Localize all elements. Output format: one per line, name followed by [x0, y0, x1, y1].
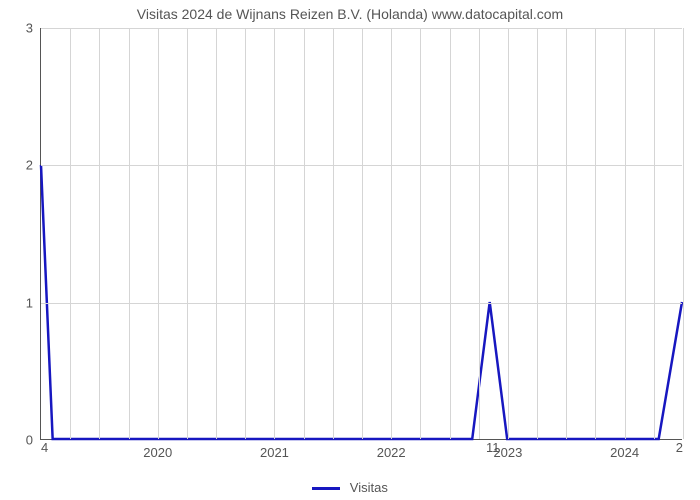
- gridline-vertical: [508, 28, 509, 439]
- x-tick-label: 2022: [377, 445, 406, 460]
- gridline-vertical: [70, 28, 71, 439]
- gridline-vertical: [391, 28, 392, 439]
- gridline-vertical: [129, 28, 130, 439]
- gridline-vertical: [654, 28, 655, 439]
- chart-container: Visitas 2024 de Wijnans Reizen B.V. (Hol…: [0, 0, 700, 500]
- gridline-vertical: [537, 28, 538, 439]
- gridline-vertical: [187, 28, 188, 439]
- x-tick-label: 2024: [610, 445, 639, 460]
- data-point-label: 4: [41, 440, 48, 455]
- legend-swatch: [312, 487, 340, 490]
- legend-label: Visitas: [350, 480, 388, 495]
- y-tick-label: 1: [26, 295, 33, 310]
- y-tick-label: 3: [26, 21, 33, 36]
- plot-area: 0123202020212022202320244112: [40, 28, 682, 440]
- y-tick-label: 2: [26, 158, 33, 173]
- gridline-vertical: [566, 28, 567, 439]
- data-point-label: 2: [676, 440, 683, 455]
- x-tick-label: 2021: [260, 445, 289, 460]
- x-tick-label: 2020: [143, 445, 172, 460]
- gridline-vertical: [450, 28, 451, 439]
- gridline-vertical: [216, 28, 217, 439]
- gridline-vertical: [420, 28, 421, 439]
- gridline-vertical: [158, 28, 159, 439]
- gridline-vertical: [683, 28, 684, 439]
- chart-title: Visitas 2024 de Wijnans Reizen B.V. (Hol…: [0, 6, 700, 22]
- gridline-vertical: [595, 28, 596, 439]
- gridline-vertical: [304, 28, 305, 439]
- gridline-vertical: [625, 28, 626, 439]
- legend: Visitas: [0, 480, 700, 495]
- data-point-label: 11: [486, 440, 500, 455]
- gridline-vertical: [333, 28, 334, 439]
- gridline-vertical: [99, 28, 100, 439]
- gridline-vertical: [245, 28, 246, 439]
- gridline-vertical: [274, 28, 275, 439]
- gridline-vertical: [362, 28, 363, 439]
- y-tick-label: 0: [26, 433, 33, 448]
- gridline-vertical: [479, 28, 480, 439]
